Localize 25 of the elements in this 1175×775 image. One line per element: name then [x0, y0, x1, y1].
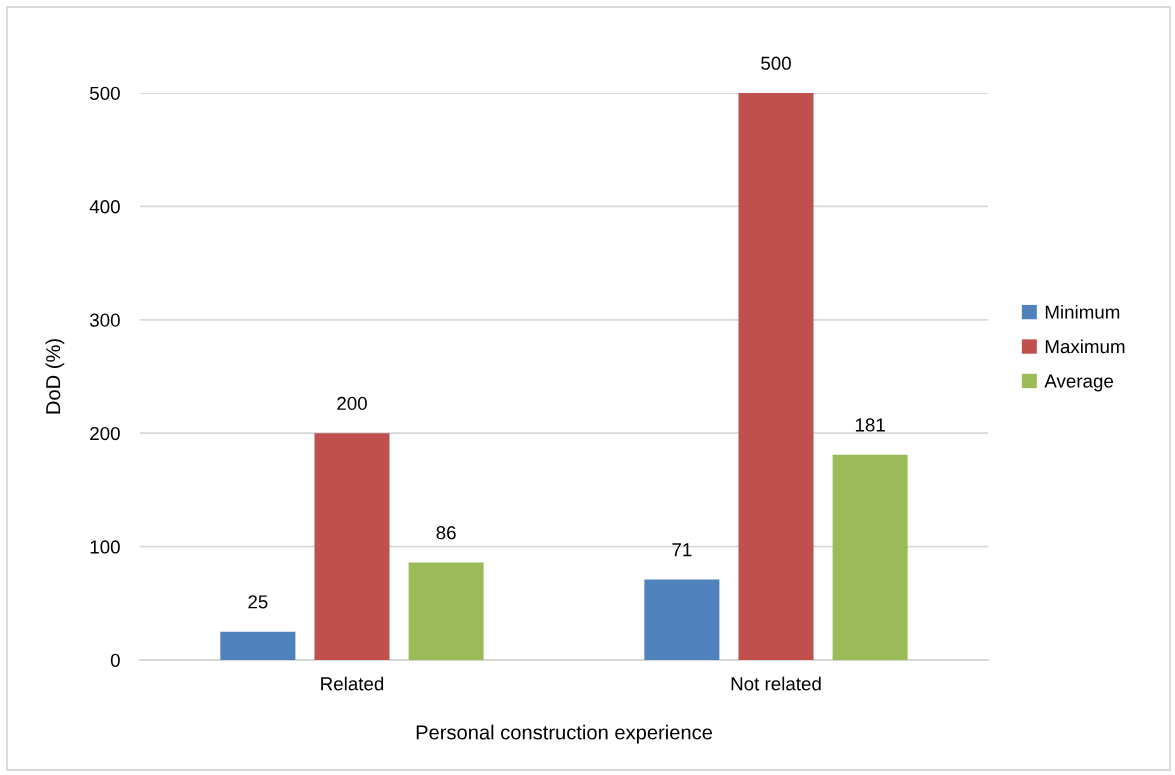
bar	[314, 433, 390, 660]
y-tick-label: 100	[90, 540, 120, 554]
data-label: 71	[672, 543, 692, 557]
bar	[832, 454, 908, 660]
data-label: 181	[855, 418, 885, 432]
bar	[408, 562, 484, 660]
bar	[220, 631, 296, 660]
bar	[644, 579, 720, 660]
legend-label: Minimum	[1045, 305, 1120, 319]
data-label: 200	[337, 396, 367, 411]
x-tick-label: Not related	[731, 676, 821, 691]
data-label: 500	[761, 56, 791, 70]
data-label: 25	[248, 595, 268, 609]
y-tick-label: 200	[90, 426, 120, 441]
legend-label: Maximum	[1045, 339, 1125, 354]
bar	[738, 93, 814, 660]
data-label: 86	[436, 526, 456, 540]
y-tick-label: 300	[89, 313, 120, 327]
legend-label: Average	[1044, 374, 1114, 392]
y-tick-label: 0	[110, 653, 120, 667]
x-axis-title: Personal construction experience	[416, 724, 712, 744]
y-tick-label: 500	[90, 86, 120, 100]
y-axis-title: DoD (%)	[45, 339, 65, 414]
y-tick-label: 400	[89, 200, 120, 214]
x-tick-label: Related	[321, 676, 384, 691]
